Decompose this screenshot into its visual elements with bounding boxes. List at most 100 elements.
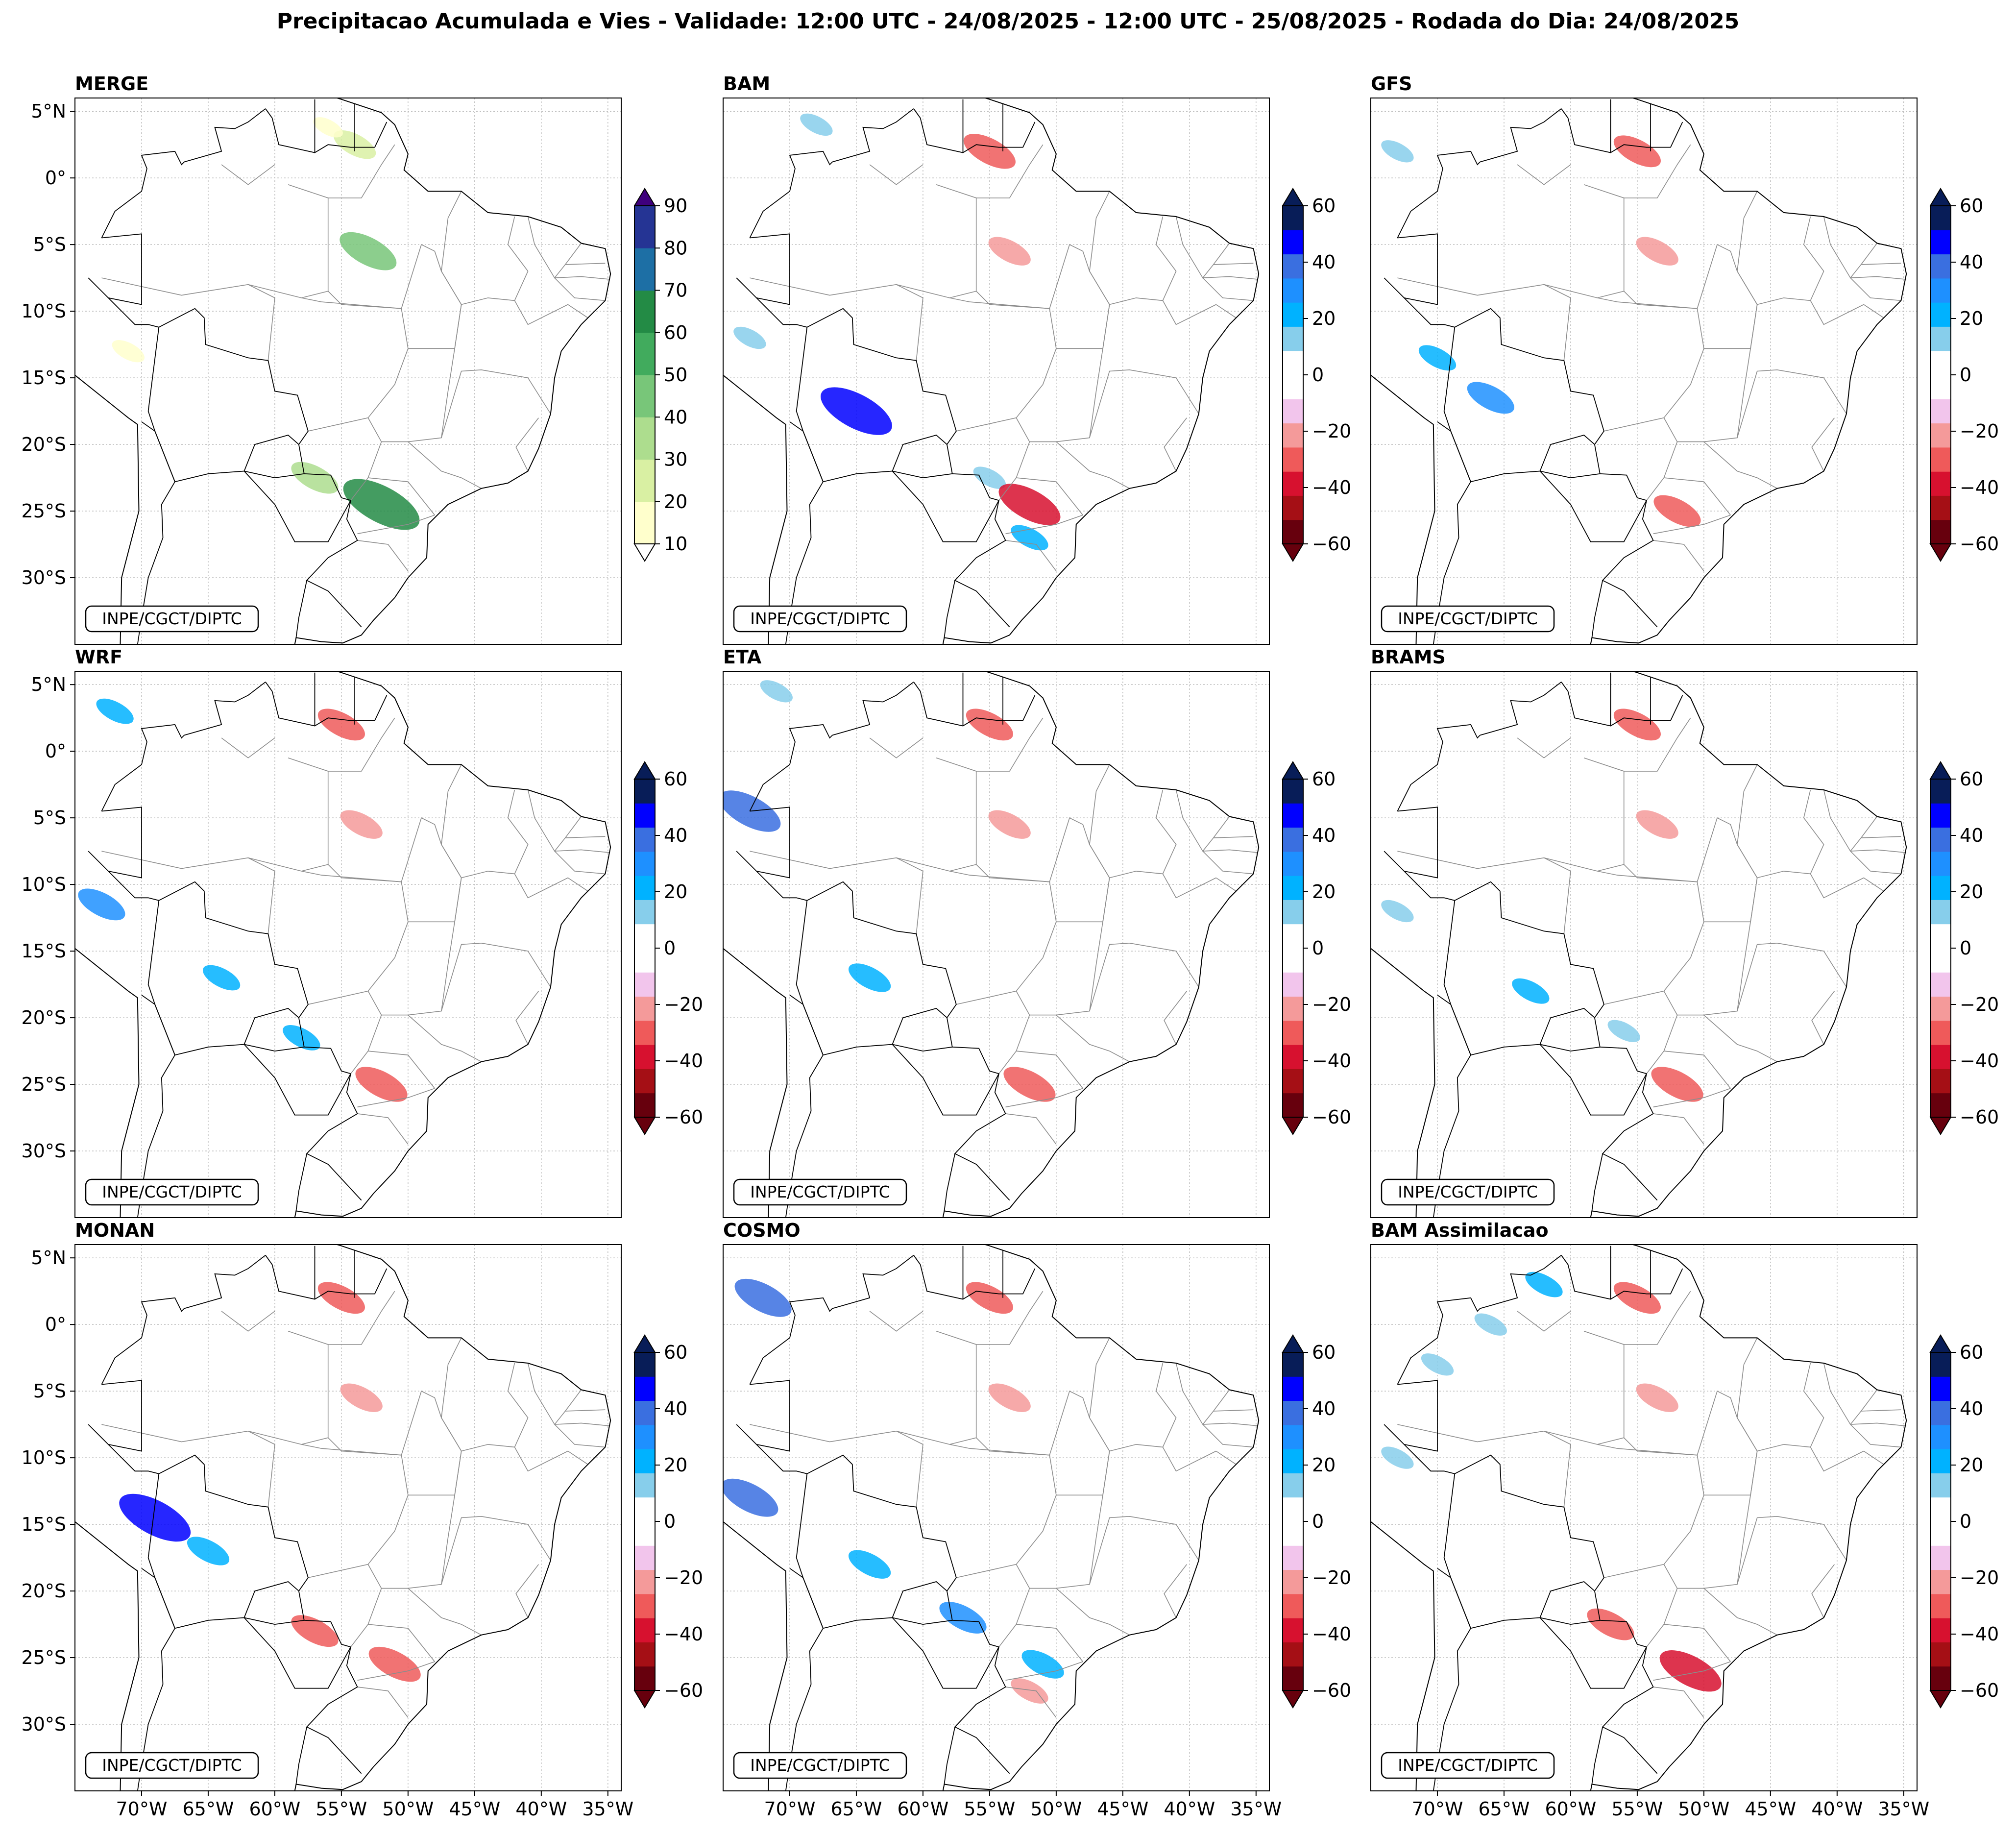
- state-border: [357, 514, 435, 535]
- colorbar-tick-label: 0: [1960, 937, 1971, 959]
- colorbar-segment: [1283, 1473, 1303, 1498]
- state-border: [1005, 1113, 1057, 1145]
- colorbar-segment: [1930, 495, 1951, 520]
- state-border: [1663, 1495, 1751, 1589]
- state-border: [454, 297, 568, 349]
- state-border: [1544, 1430, 1571, 1507]
- y-tick-label: 15°S: [22, 367, 66, 389]
- colorbar-tick-label: 0: [1960, 1511, 1971, 1532]
- x-tick-label: 40°W: [515, 1798, 567, 1820]
- state-border: [554, 1424, 606, 1448]
- panel-title: WRF: [75, 646, 122, 668]
- colorbar-segment: [634, 851, 655, 876]
- x-tick-label: 65°W: [1478, 1798, 1530, 1820]
- state-border: [1811, 1564, 1835, 1618]
- state-border: [101, 851, 402, 882]
- map-area: [75, 98, 621, 644]
- panel-title: BRAMS: [1371, 646, 1446, 668]
- country-border: [1384, 277, 1658, 628]
- colorbar-arrow-top: [1929, 188, 1952, 206]
- colorbar-segment: [1930, 1045, 1951, 1069]
- credit-box: INPE/CGCT/DIPTC: [733, 1178, 907, 1206]
- state-border: [1089, 191, 1110, 305]
- state-border: [998, 1015, 1030, 1074]
- precip-cell: [313, 117, 343, 138]
- y-tick-label: 25°S: [22, 1074, 66, 1095]
- x-tick-label: 55°W: [1611, 1798, 1663, 1820]
- state-border: [328, 144, 395, 198]
- colorbar-segment: [634, 779, 655, 804]
- state-border: [1049, 244, 1110, 349]
- state-border: [441, 764, 462, 878]
- colorbar-segment: [1283, 996, 1303, 1021]
- colorbar-tick-label: 60: [664, 768, 687, 790]
- state-border: [408, 1588, 482, 1636]
- colorbar-segment: [1283, 495, 1303, 520]
- colorbar-segment: [1930, 900, 1951, 925]
- coastline: [942, 671, 1260, 1218]
- precip-cell: [1381, 1446, 1414, 1469]
- colorbar: 60 40 20 0 −20 −40 −60: [1929, 761, 1999, 1135]
- colorbar: 60 40 20 0 −20 −40 −60: [633, 761, 703, 1135]
- colorbar-segment: [634, 924, 655, 949]
- country-border: [184, 682, 266, 736]
- state-border: [554, 1422, 609, 1426]
- colorbar-segment: [1283, 972, 1303, 997]
- colorbar-segment: [1283, 1521, 1303, 1546]
- x-tick-label: 70°W: [764, 1798, 816, 1820]
- x-tick-label: 35°W: [582, 1798, 633, 1820]
- state-border: [1049, 817, 1110, 923]
- colorbar-segment: [1930, 1521, 1951, 1546]
- state-border: [896, 284, 923, 361]
- colorbar-segment: [634, 803, 655, 828]
- state-border: [401, 817, 462, 923]
- state-border: [1202, 1424, 1254, 1448]
- state-border: [441, 1516, 551, 1585]
- colorbar-segment: [634, 1352, 655, 1377]
- y-tick-label: 10°S: [22, 874, 66, 895]
- precip-cell: [291, 462, 339, 494]
- colorbar-segment: [1930, 996, 1951, 1021]
- state-border: [1850, 1424, 1901, 1448]
- state-border: [1850, 849, 1905, 853]
- state-border: [1089, 764, 1110, 878]
- colorbar-segment: [634, 1020, 655, 1045]
- colorbar-segment: [1930, 278, 1951, 303]
- country-border: [147, 327, 244, 483]
- state-border: [1583, 184, 1625, 298]
- state-border: [1861, 263, 1901, 265]
- colorbar-segment: [1930, 1376, 1951, 1401]
- colorbar-arrow-bottom: [1929, 543, 1952, 562]
- country-border: [892, 1008, 952, 1052]
- state-border: [221, 1311, 275, 1332]
- colorbar-segment: [1283, 1400, 1303, 1425]
- colorbar-tick-label: 40: [1312, 825, 1336, 846]
- state-border: [1016, 1051, 1083, 1089]
- country-border: [1539, 1617, 1647, 1689]
- state-border: [357, 540, 409, 571]
- precip-cell: [1607, 1020, 1640, 1042]
- x-tick-label: 55°W: [316, 1798, 367, 1820]
- state-border: [896, 857, 923, 934]
- colorbar: 60 40 20 0 −20 −40 −60: [1282, 188, 1351, 562]
- state-border: [368, 1624, 435, 1662]
- panel-title: MERGE: [75, 73, 148, 95]
- country-border: [1397, 724, 1481, 811]
- colorbar-segment: [634, 459, 655, 502]
- colorbar-segment: [1930, 302, 1951, 327]
- state-border: [1624, 1291, 1691, 1345]
- country-border: [944, 580, 956, 638]
- state-border: [1213, 263, 1254, 265]
- state-border: [1215, 1450, 1237, 1465]
- country-border: [1591, 1153, 1603, 1211]
- colorbar-segment: [1930, 948, 1951, 973]
- precip-cell: [848, 963, 891, 992]
- state-border: [507, 789, 529, 874]
- colorbar-segment: [1283, 1020, 1303, 1045]
- x-tick-label: 70°W: [1412, 1798, 1463, 1820]
- colorbar-segment: [1930, 1093, 1951, 1118]
- coastline: [723, 374, 788, 644]
- state-border: [308, 864, 409, 1005]
- state-border: [367, 1495, 455, 1589]
- state-border: [976, 717, 1044, 772]
